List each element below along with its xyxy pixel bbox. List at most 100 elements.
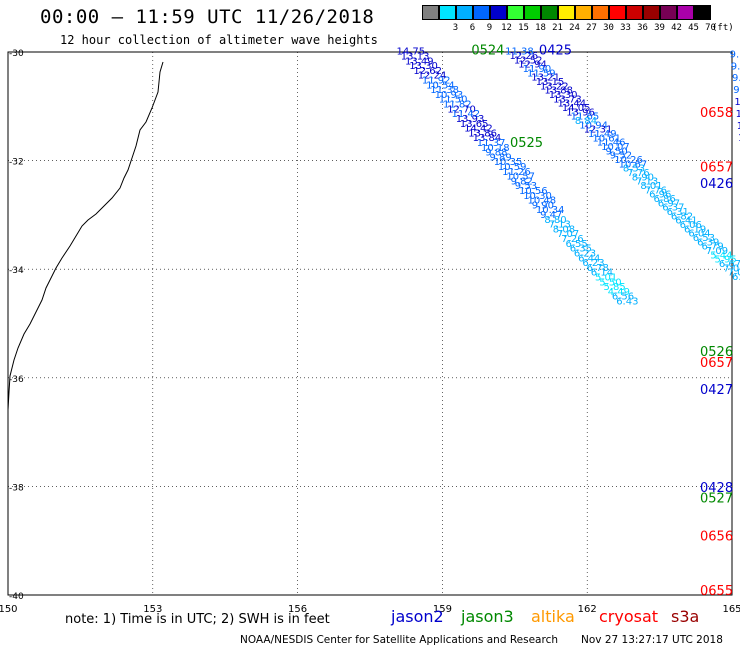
wave-height-value: 13.21: [531, 73, 560, 84]
legend-label: 18: [535, 23, 546, 33]
satellite-legend-item: jason2: [391, 607, 444, 626]
legend-swatch: [541, 5, 558, 20]
wave-height-value: 11.59: [527, 68, 556, 79]
pass-time-label: 0656: [700, 530, 733, 545]
satellite-legend-item: s3a: [671, 607, 700, 626]
legend-label: 21: [552, 23, 563, 33]
pass-time-label: 0657: [700, 356, 733, 371]
wave-height-value: 7.09: [728, 268, 740, 279]
wave-height-value: 11.92: [422, 76, 451, 87]
wave-height-value: 13.86: [468, 128, 497, 139]
wave-height-value: 5.95: [715, 255, 737, 266]
wave-height-value: 6.35: [570, 244, 592, 255]
wave-height-value: 11.50: [439, 95, 468, 106]
wave-height-value: 11.38: [430, 85, 459, 96]
legend-swatch: [592, 5, 609, 20]
wave-height-value: 6.31: [667, 207, 689, 218]
pass-time-label: 0658: [700, 106, 733, 121]
legend-swatch: [507, 5, 524, 20]
wave-height-value: 10.48: [528, 196, 557, 207]
legend-label: 42: [671, 23, 682, 33]
wave-height-value: 10.94: [579, 120, 608, 131]
color-legend: 3 6 9 12 15 18 21 24 27 30 33 36 39 42 45 70 (ft): [422, 5, 734, 35]
wave-height-value: 13.30: [549, 90, 578, 101]
legend-label: 30: [603, 23, 614, 33]
pass-time-label: 0426: [700, 177, 733, 192]
wave-height-value: 10.34: [536, 205, 565, 216]
wave-height-value: 13.30: [409, 61, 438, 72]
wave-height-value: 5.50: [599, 277, 621, 288]
wave-height-value: 11.49: [588, 129, 617, 140]
wave-height-value: 8.08: [553, 224, 575, 235]
legend-swatch: [609, 5, 626, 20]
wave-height-value: 7.00: [723, 263, 740, 274]
legend-swatch: [473, 5, 490, 20]
legend-swatch: [575, 5, 592, 20]
legend-label: 3: [452, 23, 459, 33]
wave-height-value: 13.44: [558, 99, 587, 110]
legend-label: 24: [569, 23, 580, 33]
lon-tick-label: 162: [578, 604, 597, 615]
legend-swatch: [456, 5, 473, 20]
satellite-legend-item: cryosat: [599, 607, 659, 626]
legend-label: 27: [586, 23, 597, 33]
wave-height-value: 6.82: [671, 211, 693, 222]
legend-swatch: [677, 5, 694, 20]
wave-height-value: 6.39: [697, 237, 719, 248]
wave-height-value: 10.07: [601, 142, 630, 153]
wave-height-value: 6.43: [616, 297, 638, 308]
wave-height-value: 6.19: [684, 224, 706, 235]
wave-height-value: 14.75: [397, 47, 426, 58]
wave-height-value: 8.53: [623, 164, 645, 175]
wave-height-value: 6.56: [612, 292, 634, 303]
wave-height-value: 13.93: [456, 114, 485, 125]
wave-height-value: 6.55: [566, 239, 588, 250]
wave-height-value: 8.84: [575, 116, 597, 127]
legend-swatch: [694, 5, 711, 20]
legend-swatch: [439, 5, 456, 20]
wave-height-value: 10.59: [498, 162, 527, 173]
wave-height-value: 5.85: [604, 282, 626, 293]
wave-height-value: 6.96: [649, 190, 671, 201]
wave-height-value: 11.38: [505, 47, 534, 58]
pass-time-label: 0655: [700, 584, 733, 599]
wave-height-value: 13.22: [540, 81, 569, 92]
lat-tick-label: -34: [9, 266, 24, 276]
lat-tick-label: -36: [9, 375, 24, 385]
wave-height-value: 6.04: [688, 229, 710, 240]
wave-height-value: 10.61: [592, 133, 621, 144]
wave-height-value: 12.26: [510, 51, 539, 62]
legend-swatch: [660, 5, 677, 20]
credit-line: NOAA/NESDIS Center for Satellite Applica…: [240, 634, 558, 646]
wave-height-value: 6.37: [662, 203, 684, 214]
wave-height-value: 9.82: [511, 176, 533, 187]
lon-tick-label: 165: [722, 604, 740, 615]
wave-height-value: 12.31: [584, 125, 613, 136]
lat-tick-label: -32: [9, 158, 24, 168]
legend-label: 6: [469, 23, 476, 33]
coastline: [7, 61, 164, 411]
wave-height-value: 9.53: [515, 181, 537, 192]
wave-height-value: 5.44: [710, 250, 732, 261]
wave-height-value: 7.07: [557, 229, 579, 240]
pass-time-label: 0527: [700, 492, 733, 507]
wave-height-value: 11.46: [597, 138, 626, 149]
pass-time-label: 0425: [539, 44, 572, 59]
legend-swatch: [558, 5, 575, 20]
wave-height-value: 6.53: [693, 233, 715, 244]
wave-height-value: 10.93: [435, 90, 464, 101]
lat-tick-label: -40: [9, 592, 24, 602]
legend-swatch: [626, 5, 643, 20]
wave-height-value: 6.78: [587, 263, 609, 274]
legend-swatch: [422, 5, 439, 20]
lat-tick-label: -38: [9, 483, 24, 493]
wave-height-value: 7.26: [561, 234, 583, 245]
wave-height-value: 6.97: [658, 198, 680, 209]
satellite-legend-item: jason3: [461, 607, 514, 626]
wave-height-value: 9.83: [732, 73, 740, 84]
wave-height-value: 13.15: [536, 77, 565, 88]
legend-label: 12: [501, 23, 512, 33]
wave-height-value: 10.54: [426, 80, 455, 91]
lon-tick-label: 153: [143, 604, 162, 615]
